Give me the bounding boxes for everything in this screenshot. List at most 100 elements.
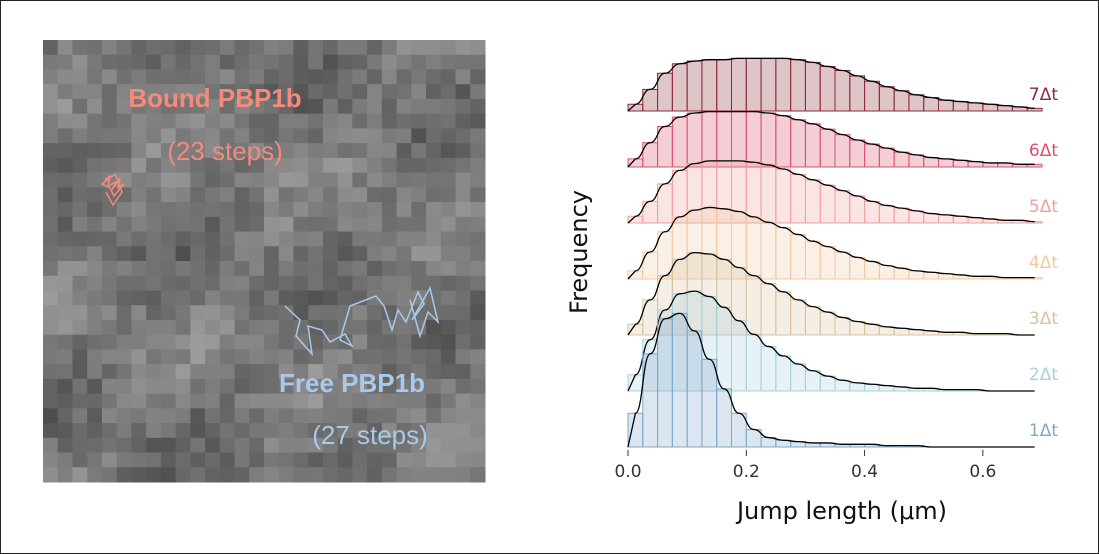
bar	[716, 388, 733, 448]
legend-label: 1Δt	[1029, 421, 1058, 441]
bar	[804, 240, 821, 280]
bar	[775, 115, 792, 168]
bar	[967, 102, 984, 112]
bar	[671, 63, 688, 112]
bar	[923, 97, 940, 112]
bar	[686, 60, 703, 112]
legend-label: 7Δt	[1029, 85, 1058, 105]
legend-label: 3Δt	[1029, 309, 1058, 329]
bar	[760, 221, 777, 280]
bar	[760, 437, 777, 448]
bar	[908, 210, 925, 224]
bar	[819, 246, 836, 280]
free-track	[284, 285, 440, 357]
bar	[878, 326, 895, 336]
bar	[716, 111, 733, 168]
bar	[804, 61, 821, 112]
bar	[760, 164, 777, 224]
bar	[760, 57, 777, 112]
plot: 0.0 0.2 0.4 0.6 7Δt 6Δt 5Δt 4Δt 3Δt 2Δt 1Δt	[614, 57, 1058, 482]
bar	[790, 233, 806, 280]
bar	[952, 101, 969, 112]
bar	[775, 355, 792, 392]
bar	[686, 112, 703, 168]
bar	[893, 207, 910, 224]
legend-label: 4Δt	[1029, 253, 1058, 273]
bar	[775, 227, 792, 280]
bar	[923, 157, 940, 168]
bar	[849, 382, 866, 392]
bar	[819, 311, 836, 336]
bar	[627, 158, 644, 168]
ridge: 1Δt	[627, 312, 1058, 448]
fit-curve	[627, 206, 1035, 280]
legend-label: 6Δt	[1029, 141, 1058, 161]
bar	[878, 204, 895, 224]
bar	[878, 147, 895, 168]
bar	[745, 333, 762, 392]
bar	[745, 275, 762, 336]
bar	[849, 256, 866, 280]
bar	[731, 57, 747, 112]
ridge: 3Δt	[627, 251, 1058, 336]
bar	[775, 439, 792, 448]
bar	[864, 383, 880, 392]
bar	[849, 195, 866, 224]
track-label: Free PBP1b	[279, 368, 425, 398]
fit-curve	[627, 290, 1035, 392]
bar	[893, 90, 910, 112]
bar	[657, 72, 673, 112]
ridge: 2Δt	[627, 290, 1058, 392]
bar	[745, 57, 762, 112]
bar	[627, 270, 644, 280]
fit-curve	[627, 57, 1035, 112]
bar	[893, 151, 910, 168]
bar	[716, 59, 733, 112]
bar	[864, 143, 880, 168]
bar	[790, 299, 806, 336]
fit-curve	[627, 110, 1035, 168]
bar	[982, 103, 999, 112]
x-tick-label: 0.4	[851, 462, 878, 482]
bar	[923, 213, 940, 224]
bar	[745, 161, 762, 224]
ridge: 4Δt	[627, 206, 1058, 280]
bar	[819, 184, 836, 224]
bar	[834, 134, 851, 168]
bar	[760, 112, 777, 168]
fit-curve	[627, 312, 1035, 448]
bar	[657, 183, 673, 224]
bar	[834, 70, 851, 112]
track-label: Bound PBP1b	[128, 83, 301, 113]
bar	[834, 379, 851, 392]
bar	[731, 320, 747, 392]
bar	[760, 345, 777, 392]
x-axis-label: Jump length (μm)	[735, 497, 947, 525]
bar	[938, 214, 954, 224]
ridge: 6Δt	[627, 110, 1058, 168]
bar	[834, 251, 851, 280]
bar	[923, 271, 940, 280]
bar	[864, 80, 880, 112]
track-steps: (27 steps)	[312, 420, 428, 450]
track-steps: (23 steps)	[167, 136, 283, 166]
ridge: 7Δt	[627, 57, 1058, 112]
bar	[657, 126, 673, 168]
bar	[893, 327, 910, 336]
bar	[952, 215, 969, 224]
bar	[701, 59, 718, 112]
bar	[790, 363, 806, 392]
bar	[790, 59, 806, 112]
ridge: 5Δt	[627, 160, 1058, 224]
bar	[657, 318, 673, 448]
bar	[908, 270, 925, 280]
bar	[804, 370, 821, 392]
bar	[627, 374, 644, 392]
y-axis-label: Frequency	[565, 190, 593, 314]
bar	[745, 111, 762, 168]
bar	[834, 316, 851, 336]
bar	[760, 283, 777, 336]
bar	[804, 123, 821, 168]
bar	[864, 260, 880, 280]
